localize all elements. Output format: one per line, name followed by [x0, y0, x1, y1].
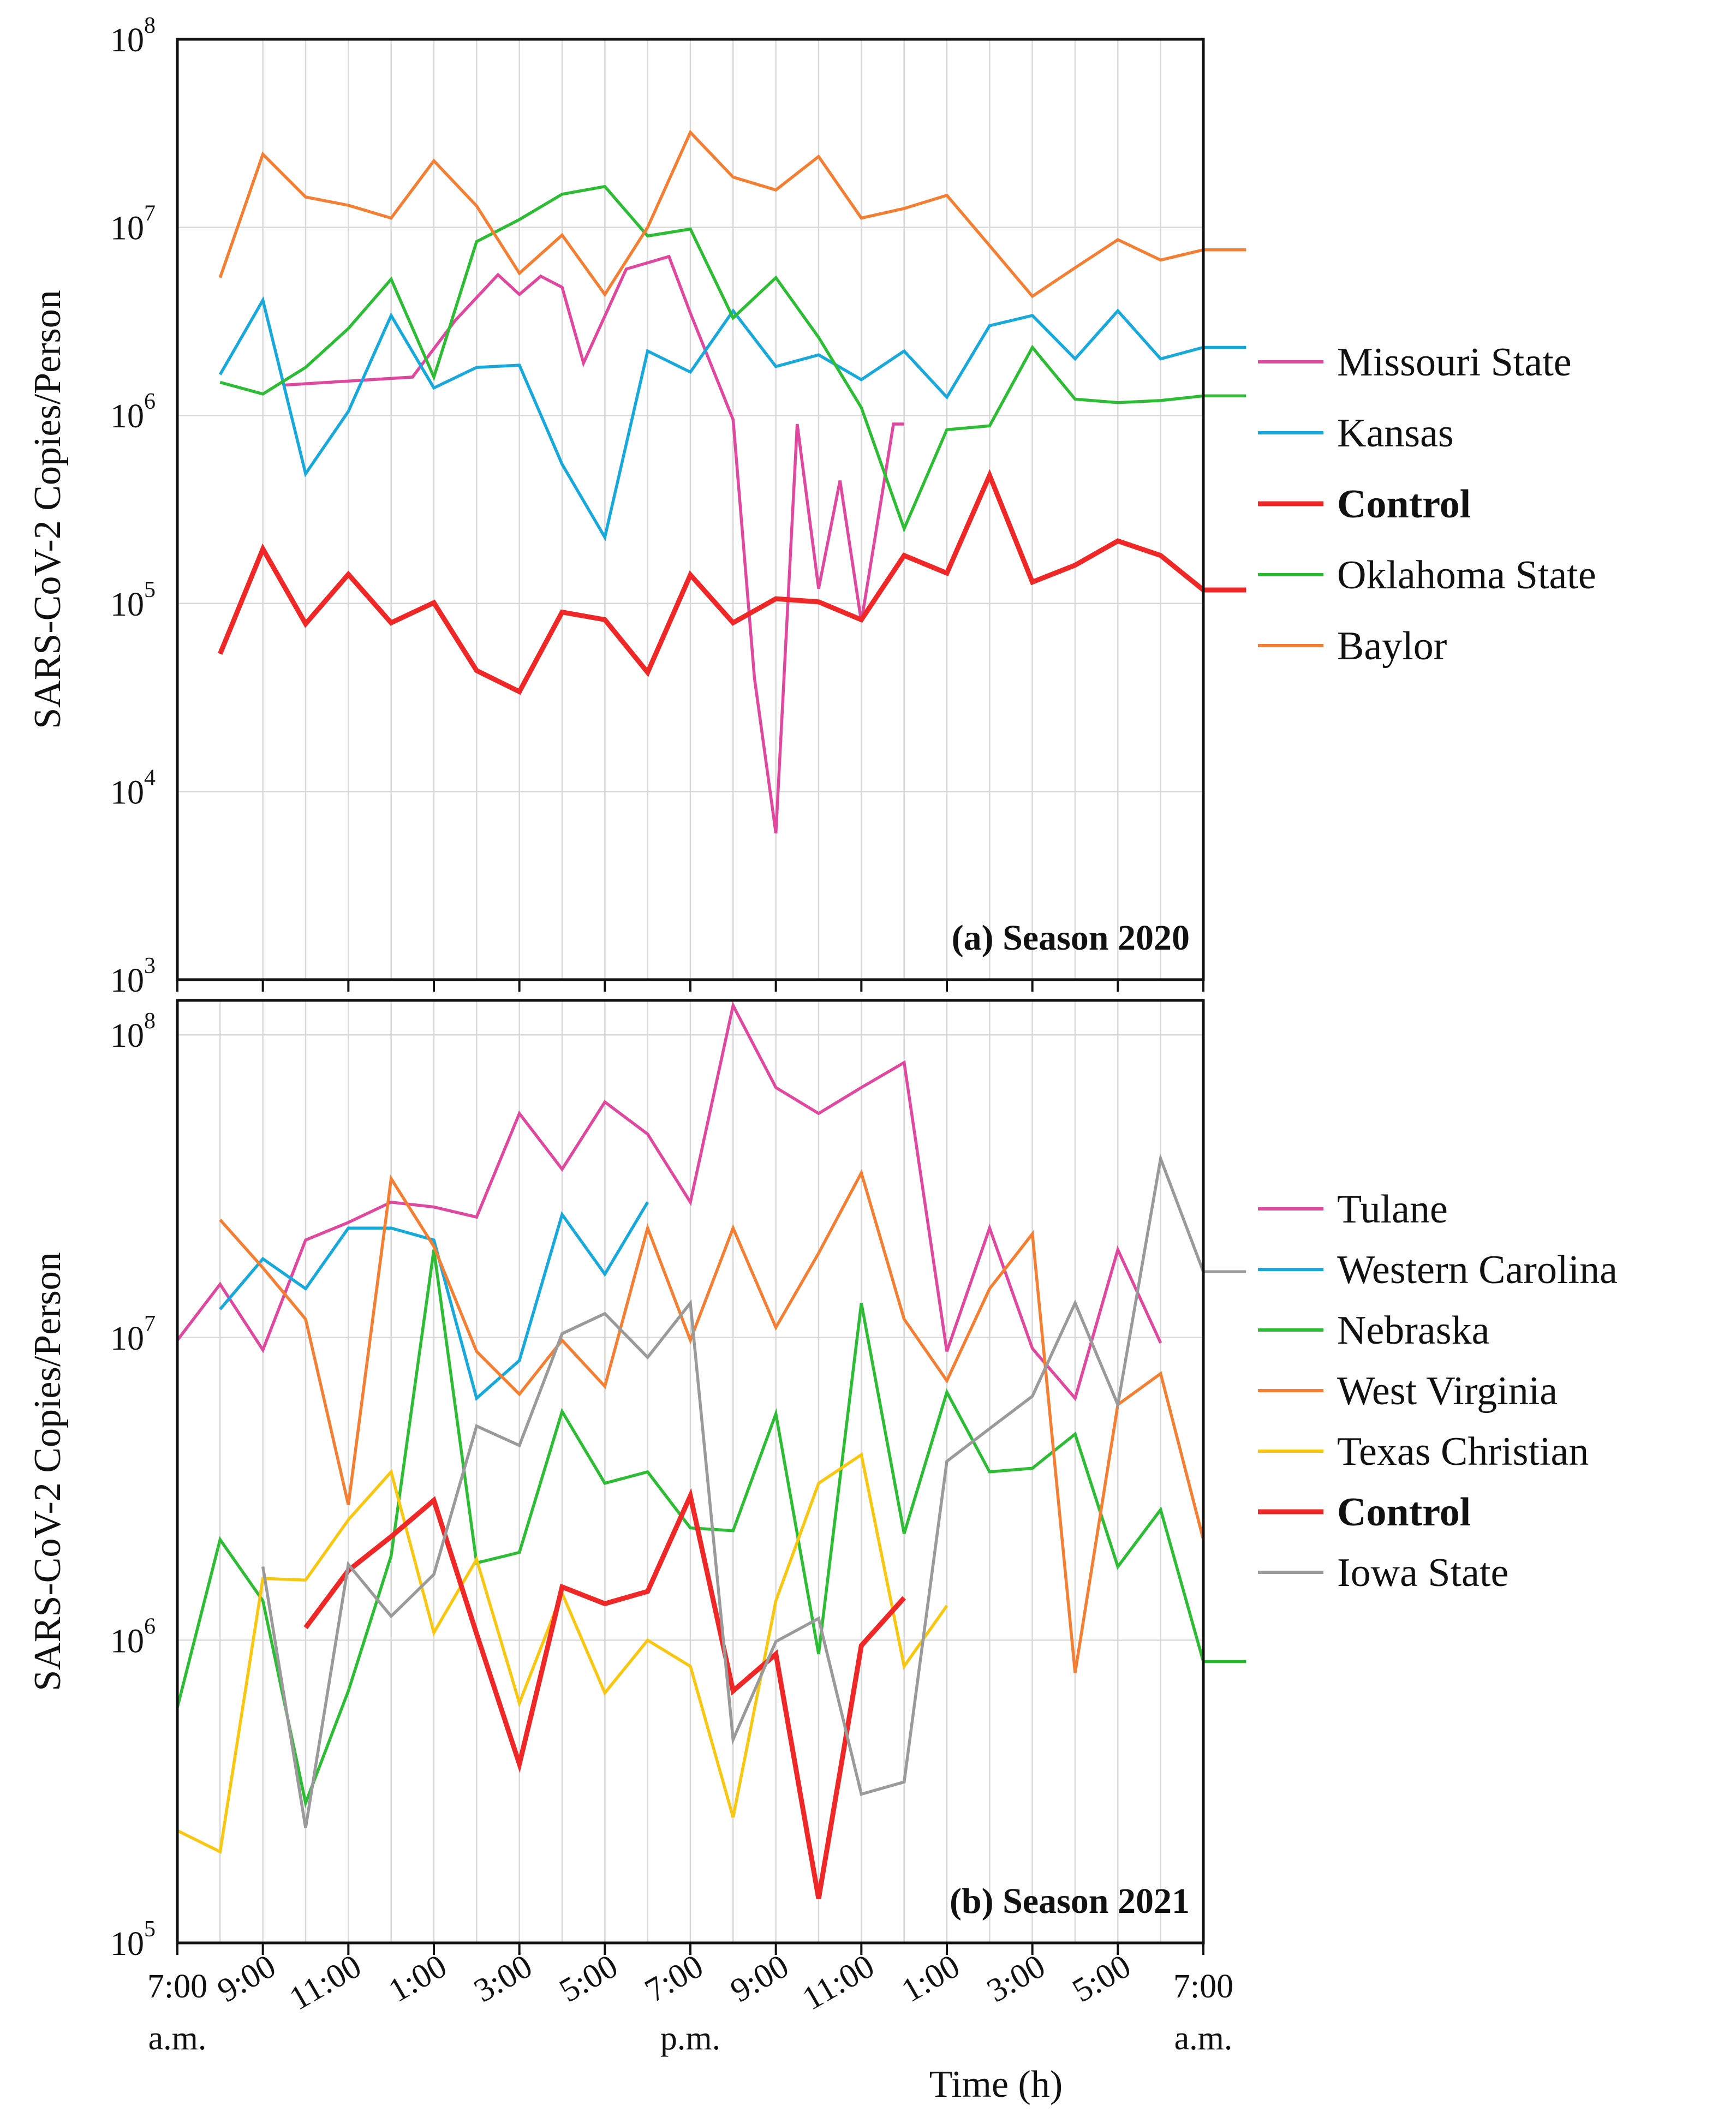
- x-tick-label: 11:00: [283, 1947, 367, 2017]
- y-tick-label: 107: [110, 201, 156, 247]
- chart-panel-2: 105 106 107 108 (b) Season 2021 SARS-CoV-2 Co…: [27, 999, 1618, 2106]
- series-line-kansas: [218, 296, 1246, 541]
- series-line-iowa-state: [261, 1153, 1246, 1828]
- series-line-missouri-state: [284, 254, 904, 834]
- x-tick-label: 9:00: [211, 1947, 282, 2009]
- panel-label: (b) Season 2021: [950, 1881, 1190, 1921]
- y-tick-label: 108: [110, 1009, 156, 1054]
- y-tick-label: 106: [110, 1614, 156, 1660]
- x-tick-label: 3:00: [468, 1947, 538, 2009]
- x-axis-title: Time (h): [929, 2064, 1063, 2106]
- x-tick-sublabel: p.m.: [660, 2020, 720, 2057]
- series-line-oklahoma-state: [219, 184, 1246, 533]
- x-tick-label: 7:00: [1173, 1968, 1233, 2005]
- x-tick-label: 11:00: [796, 1947, 880, 2017]
- legend-label: Western Carolina: [1337, 1248, 1618, 1292]
- y-tick-label: 105: [110, 577, 156, 623]
- x-tick-label: 5:00: [1066, 1947, 1137, 2009]
- legend-label: Iowa State: [1337, 1550, 1508, 1595]
- x-tick-label: 9:00: [724, 1947, 795, 2009]
- legend-label: Texas Christian: [1337, 1429, 1589, 1474]
- panel-label: (a) Season 2020: [952, 918, 1190, 958]
- y-tick-label: 103: [110, 953, 156, 999]
- y-axis-title: SARS-CoV-2 Copies/Person: [27, 1252, 69, 1691]
- y-tick-label: 108: [110, 13, 156, 59]
- series-line-west-virginia: [219, 1168, 1205, 1673]
- legend-label: Missouri State: [1337, 340, 1572, 385]
- series-line-control: [218, 469, 1246, 695]
- legend-label: Tulane: [1337, 1187, 1448, 1232]
- x-tick-label: 1:00: [383, 1947, 453, 2009]
- legend-label: West Virginia: [1337, 1369, 1558, 1414]
- y-tick-label: 106: [110, 389, 156, 435]
- legend-label: Baylor: [1337, 624, 1447, 669]
- y-tick-label: 107: [110, 1311, 156, 1357]
- y-tick-label: 105: [110, 1917, 156, 1963]
- x-tick-label: 5:00: [553, 1947, 624, 2009]
- x-tick-label: 3:00: [981, 1947, 1051, 2009]
- series-line-tulane: [176, 1001, 1162, 1402]
- legend-label: Kansas: [1337, 411, 1454, 456]
- x-tick-label: 7:00: [639, 1947, 709, 2009]
- x-tick-sublabel: a.m.: [148, 2020, 207, 2057]
- x-tick-label: 7:00: [147, 1968, 207, 2005]
- legend-label: Control: [1337, 1490, 1471, 1535]
- legend-label: Nebraska: [1337, 1308, 1489, 1353]
- series-line-control: [303, 1488, 906, 1899]
- series-line-western-carolina: [219, 1201, 649, 1402]
- legend-label: Oklahoma State: [1337, 553, 1596, 598]
- x-tick-label: 1:00: [896, 1947, 966, 2009]
- y-tick-label: 104: [110, 765, 156, 811]
- series-line-baylor: [218, 129, 1246, 299]
- chart-panel-1: 103 104 105 106 107 108 (a) Season 2020 SARS-Co…: [27, 13, 1596, 999]
- y-axis-title: SARS-CoV-2 Copies/Person: [27, 290, 69, 729]
- x-tick-sublabel: a.m.: [1174, 2020, 1233, 2057]
- legend-label: Control: [1337, 482, 1471, 527]
